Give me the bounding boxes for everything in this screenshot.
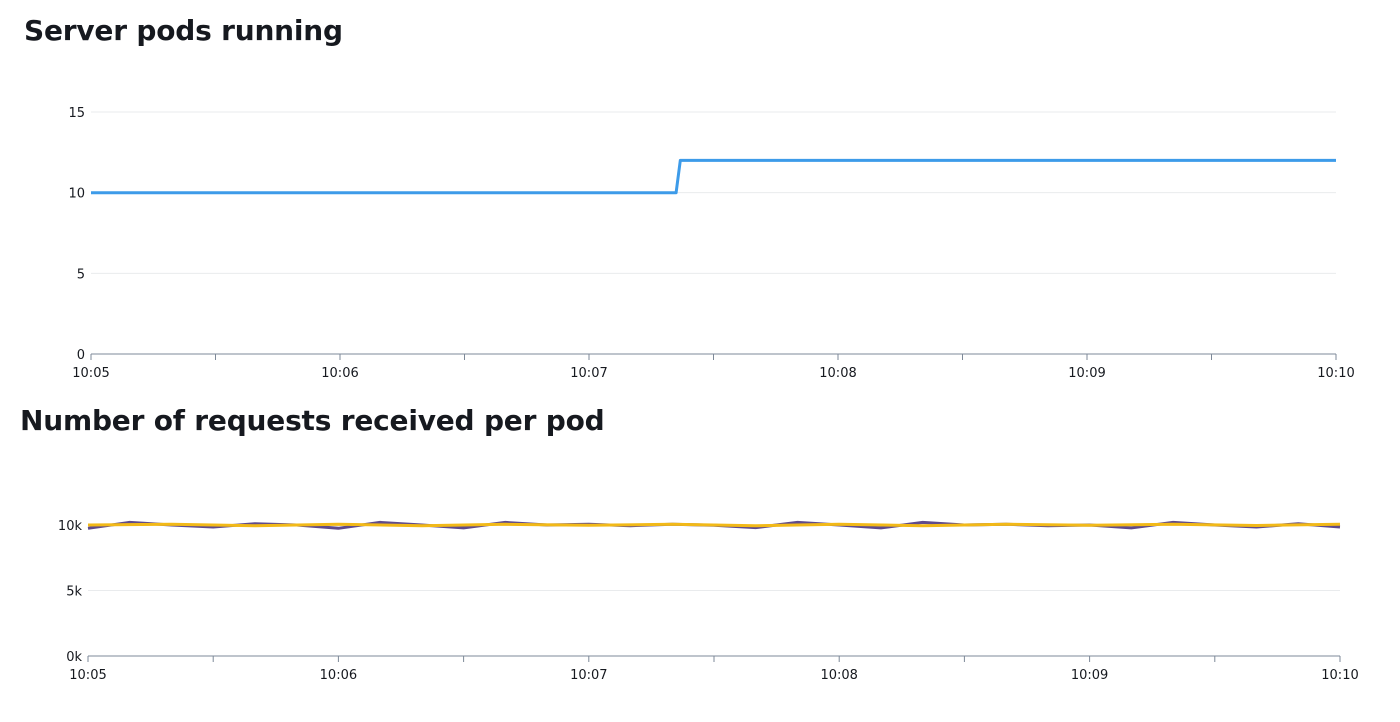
chart-title-requests-per-pod: Number of requests received per pod bbox=[20, 404, 605, 437]
x-tick-label: 10:05 bbox=[72, 366, 109, 381]
y-tick-label: 0k bbox=[66, 650, 82, 665]
requests-series-line-2 bbox=[87, 522, 1341, 528]
x-tick-label: 10:10 bbox=[1321, 668, 1358, 683]
y-tick-label: 0 bbox=[77, 348, 85, 363]
y-tick-label: 15 bbox=[68, 106, 85, 121]
x-tick-label: 10:07 bbox=[570, 366, 607, 381]
server-pods-chart: 0 5 10 15 10:05 10:06 10:07 10:08 10:09 10:10 bbox=[68, 106, 1354, 381]
y-tick-label: 10 bbox=[68, 187, 85, 202]
y-tick-label: 5k bbox=[66, 585, 82, 600]
pods-series-line-1 bbox=[91, 158, 1336, 195]
x-tick-label: 10:08 bbox=[819, 366, 856, 381]
x-tick-label: 10:06 bbox=[320, 668, 357, 683]
y-tick-label: 10k bbox=[58, 519, 83, 534]
x-tick-label: 10:09 bbox=[1068, 366, 1105, 381]
requests-per-pod-chart: 0k 5k 10k 10:05 10:06 10:07 10:08 10:09 10:10 bbox=[58, 519, 1359, 683]
y-tick-label: 5 bbox=[77, 267, 85, 282]
x-tick-label: 10:07 bbox=[570, 668, 607, 683]
x-tick-label: 10:10 bbox=[1317, 366, 1354, 381]
x-tick-label: 10:06 bbox=[321, 366, 358, 381]
x-tick-label: 10:09 bbox=[1071, 668, 1108, 683]
x-tick-label: 10:08 bbox=[820, 668, 857, 683]
chart-title-server-pods: Server pods running bbox=[24, 14, 343, 47]
x-tick-label: 10:05 bbox=[69, 668, 106, 683]
